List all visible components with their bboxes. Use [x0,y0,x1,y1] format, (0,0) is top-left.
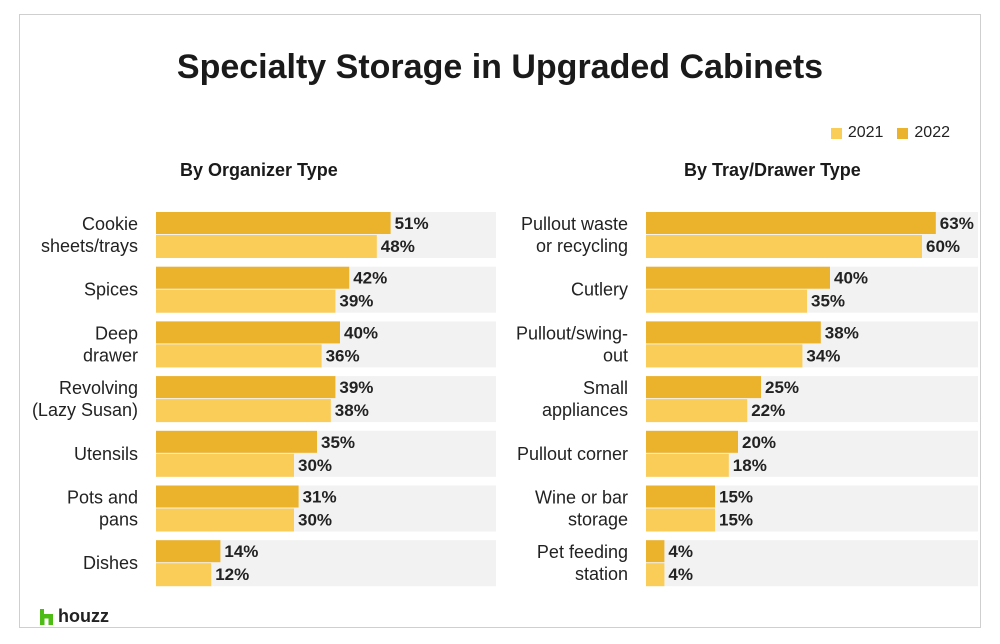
category-label: Cutlery [571,280,628,300]
value-label-2022: 63% [940,214,974,233]
category-label: Pullout/swing- [516,323,628,343]
value-label-2022: 35% [321,433,355,452]
bar-2021 [646,453,729,477]
category-label: Cookie [82,214,138,234]
category-label: Small [583,378,628,398]
category-label: Pullout waste [521,214,628,234]
value-label-2021: 30% [298,511,332,530]
category-label: out [603,345,628,365]
right-panel-title: By Tray/Drawer Type [684,160,861,180]
category-label: drawer [83,345,138,365]
bar-2021 [156,289,336,313]
bar-2021 [156,508,294,532]
bar-2022 [156,540,221,563]
category-label: appliances [542,400,628,420]
bar-2022 [646,266,830,289]
category-label: Revolving [59,378,138,398]
houzz-h-icon [40,608,53,625]
brand-name: houzz [58,606,109,626]
value-label-2021: 15% [719,511,753,530]
legend-item-2021: 2021 [830,124,884,142]
category-label: Pullout corner [517,444,628,464]
bar-2022 [646,540,665,563]
value-label-2022: 31% [303,488,337,507]
category-label: Utensils [74,444,138,464]
category-label: Spices [84,280,138,300]
value-label-2022: 14% [224,542,258,561]
value-label-2021: 36% [326,346,360,365]
category-label: Deep [95,323,138,343]
value-label-2021: 30% [298,456,332,475]
legend-item-2022: 2022 [897,124,950,142]
bar-2021 [646,289,807,313]
bar-2022 [156,321,340,344]
bar-2021 [646,508,715,532]
value-label-2021: 4% [668,565,693,584]
bar-2021 [156,563,212,587]
bar-2021 [646,235,922,258]
category-label: (Lazy Susan) [32,400,138,420]
category-label: Pet feeding [537,542,628,562]
category-label: station [575,564,628,584]
bar-2021 [646,563,665,587]
value-label-2021: 18% [733,456,767,475]
legend: 2021 2022 [817,124,950,142]
category-label: storage [568,510,628,530]
bar-2022 [646,485,715,508]
bar-2021 [156,235,377,258]
value-label-2021: 38% [335,401,369,420]
legend-label-2021: 2021 [847,124,884,141]
bar-2022 [646,212,936,234]
value-label-2022: 25% [765,378,799,397]
value-label-2021: 60% [926,237,960,256]
value-label-2021: 39% [339,292,373,311]
bar-2021 [156,344,322,368]
value-label-2021: 22% [751,401,785,420]
value-label-2022: 40% [344,323,378,342]
value-label-2021: 34% [806,346,840,365]
bar-2021 [646,399,748,423]
bar-2022 [646,376,761,399]
value-label-2022: 51% [395,214,429,233]
bar-2022 [156,212,391,234]
bar-2022 [156,485,299,508]
houzz-logo: houzz [40,606,109,627]
category-label: Dishes [83,553,138,573]
value-label-2022: 39% [339,378,373,397]
value-label-2022: 4% [668,542,693,561]
value-label-2022: 42% [353,269,387,288]
category-label: sheets/trays [41,236,138,256]
bar-2022 [156,430,317,453]
value-label-2022: 15% [719,488,753,507]
value-label-2021: 35% [811,292,845,311]
bar-track [646,540,978,587]
left-panel-title: By Organizer Type [180,160,338,180]
bar-2021 [156,399,331,423]
category-label: Wine or bar [535,488,628,508]
category-label: pans [99,510,138,530]
value-label-2021: 12% [215,565,249,584]
value-label-2021: 48% [381,237,415,256]
value-label-2022: 20% [742,433,776,452]
legend-swatch-2021 [830,127,842,139]
chart-title: Specialty Storage in Upgraded Cabinets [176,48,824,86]
category-label: or recycling [536,236,628,256]
bar-2022 [156,376,336,399]
bar-2021 [156,453,294,477]
category-label: Pots and [67,488,138,508]
bar-2022 [646,430,738,453]
value-label-2022: 38% [825,323,859,342]
value-label-2022: 40% [834,269,868,288]
legend-label-2022: 2022 [914,124,950,141]
legend-swatch-2022 [897,127,909,139]
bar-2022 [156,266,350,289]
bar-2022 [646,321,821,344]
bar-2021 [646,344,803,368]
